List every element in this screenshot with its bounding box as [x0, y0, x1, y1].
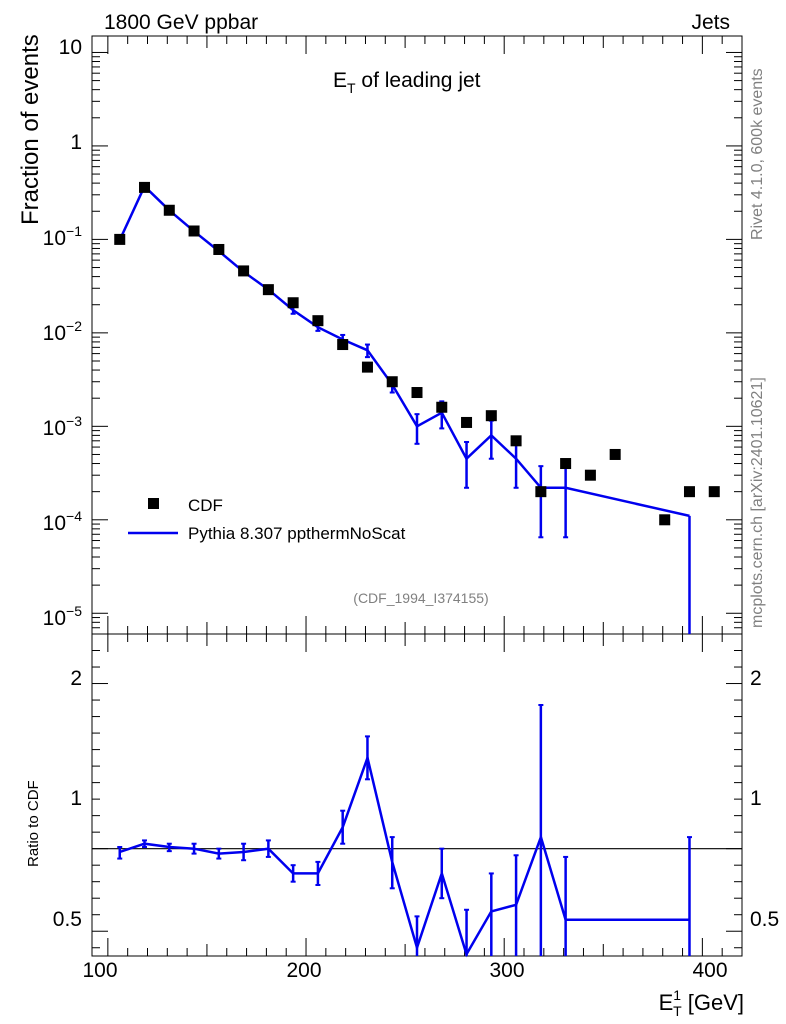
- ytick-label-10: 10: [59, 36, 82, 59]
- ytick-label-1e-1: 10−1: [43, 223, 83, 250]
- cdf-data-point: [659, 514, 671, 526]
- header-right-label: Jets: [691, 11, 730, 34]
- cdf-data-point: [436, 401, 448, 413]
- rivet-version-label: Rivet 4.1.0, 600k events: [749, 68, 766, 240]
- ytick-label-1e-2: 10−2: [43, 318, 83, 345]
- xtick-label-300: 300: [489, 959, 524, 982]
- cdf-data-point: [114, 233, 126, 245]
- top-panel-data: [114, 181, 720, 634]
- cdf-data-point: [361, 361, 373, 373]
- legend-cdf-label: CDF: [188, 496, 223, 515]
- ytick-label-1: 1: [70, 131, 82, 154]
- cdf-data-point: [535, 486, 547, 498]
- ratio-xlabel: E1 T [GeV]: [659, 987, 744, 1019]
- ratio-ytick-label-right-1: 1: [750, 787, 762, 810]
- cdf-data-point: [510, 435, 522, 447]
- cdf-data-point: [386, 376, 398, 388]
- ytick-label-1e-4: 10−4: [43, 508, 83, 535]
- ratio-ytick-label-1: 1: [70, 787, 82, 810]
- xtick-label-400: 400: [692, 959, 727, 982]
- legend-cdf-marker: [148, 498, 159, 509]
- cdf-data-point: [312, 315, 324, 327]
- mcplots-label: mcplots.cern.ch [arXiv:2401.10621]: [749, 377, 766, 628]
- cdf-data-point: [139, 181, 151, 193]
- cdf-data-point: [609, 448, 621, 460]
- cdf-data-point: [337, 339, 349, 351]
- cdf-data-point: [238, 265, 250, 277]
- cdf-data-point: [188, 225, 200, 237]
- ratio-ytick-label-2: 2: [70, 667, 82, 690]
- pythia-series-line: [118, 184, 690, 518]
- axes-layer: [91, 35, 743, 957]
- cdf-data-point: [683, 486, 695, 498]
- cdf-data-point: [411, 387, 423, 399]
- cdf-data-point: [485, 410, 497, 422]
- top-title: ET of leading jet: [333, 69, 481, 96]
- cdf-data-point: [560, 458, 572, 470]
- ytick-label-1e-3: 10−3: [43, 413, 83, 440]
- cdf-data-point: [287, 297, 299, 309]
- analysis-watermark: (CDF_1994_I374155): [353, 590, 488, 606]
- cdf-data-point: [213, 243, 225, 255]
- cdf-data-point: [262, 284, 274, 296]
- cdf-data-point: [584, 469, 596, 481]
- xtick-label-100: 100: [82, 959, 117, 982]
- top-panel-frame: [91, 35, 743, 635]
- cdf-data-point: [163, 204, 175, 216]
- xtick-label-200: 200: [286, 959, 321, 982]
- ratio-series-line: [119, 753, 690, 958]
- ratio-ytick-label-right-0-5: 0.5: [750, 908, 779, 931]
- ytick-label-1e-5: 10−5: [43, 603, 83, 630]
- ratio-ylabel: Ratio to CDF: [25, 780, 42, 867]
- cdf-data-point: [461, 416, 473, 428]
- ratio-panel-data: [117, 704, 692, 958]
- top-ylabel: Fraction of events: [17, 34, 44, 225]
- header-left-label: 1800 GeV ppbar: [104, 11, 258, 34]
- legend-pythia-label: Pythia 8.307 ppthermNoScat: [188, 524, 406, 543]
- ratio-panel-frame: [91, 633, 743, 957]
- ratio-ytick-label-right-2: 2: [750, 667, 762, 690]
- cdf-data-point: [708, 486, 720, 498]
- ratio-ytick-label-0-5: 0.5: [53, 908, 82, 931]
